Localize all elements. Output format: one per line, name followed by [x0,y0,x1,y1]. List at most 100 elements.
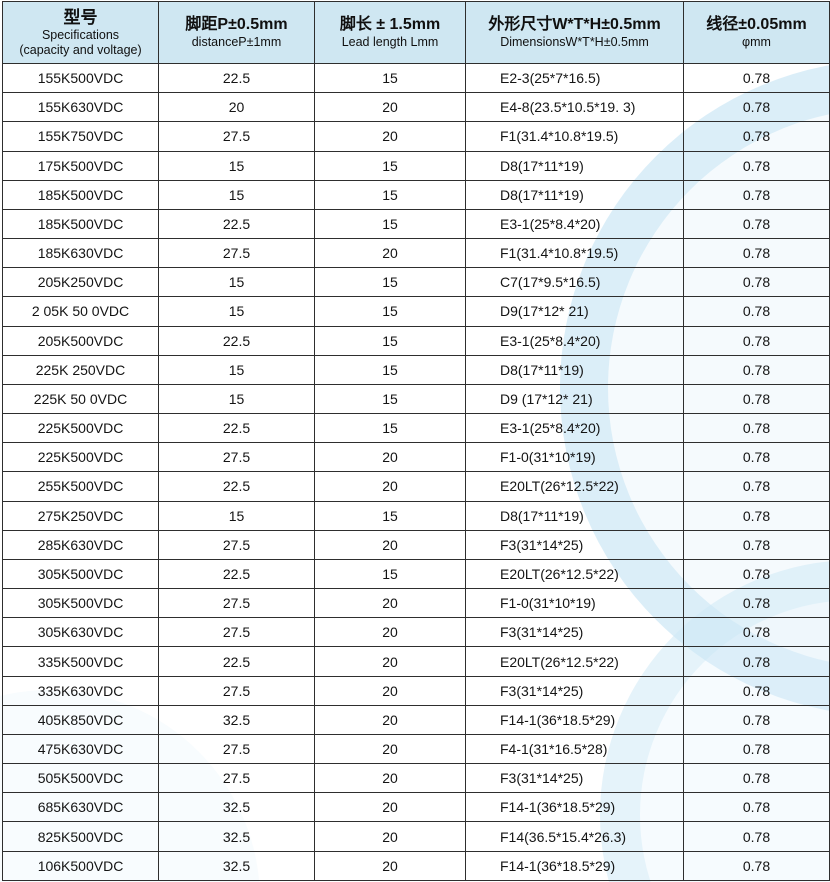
header-specifications: 型号 Specifications (capacity and voltage) [2,1,159,64]
table-row: 155K750VDC 27.5 20 F1(31.4*10.8*19.5) 0.… [2,121,830,152]
lead-length-cell: 15 [314,267,466,298]
wire-diameter-cell: 0.78 [683,617,830,648]
wire-diameter-cell: 0.78 [683,850,830,882]
distance-cell: 22.5 [158,62,315,94]
distance-cell: 32.5 [158,704,315,735]
spec-cell: 155K750VDC [2,121,159,152]
table-row: 825K500VDC 32.5 20 F14(36.5*15.4*26.3) 0… [2,821,830,852]
distance-cell: 32.5 [158,821,315,852]
wire-diameter-cell: 0.78 [683,646,830,677]
spec-cell: 155K500VDC [2,62,159,94]
lead-length-cell: 15 [314,413,466,444]
lead-length-cell: 15 [314,325,466,356]
header-wire-diameter-zh: 线径±0.05mm [706,16,807,33]
table-row: 475K630VDC 27.5 20 F4-1(31*16.5*28) 0.78 [2,733,830,765]
wire-diameter-cell: 0.78 [683,121,830,152]
dimensions-cell: D8(17*11*19) [465,179,684,210]
lead-length-cell: 20 [314,471,466,502]
spec-cell: 225K500VDC [2,442,159,473]
table-row: 175K500VDC 15 15 D8(17*11*19) 0.78 [2,150,830,181]
wire-diameter-cell: 0.78 [683,267,830,298]
header-dimensions-zh: 外形尺寸W*T*H±0.5mm [488,16,661,33]
table-row: 225K500VDC 27.5 20 F1-0(31*10*19) 0.78 [2,442,830,473]
table-row: 225K500VDC 22.5 15 E3-1(25*8.4*20) 0.78 [2,413,830,444]
spec-cell: 185K630VDC [2,238,159,269]
distance-cell: 20 [158,92,315,123]
lead-length-cell: 20 [314,529,466,560]
dimensions-cell: D8(17*11*19) [465,150,684,181]
lead-length-cell: 15 [314,179,466,210]
dimensions-cell: E3-1(25*8.4*20) [465,325,684,356]
wire-diameter-cell: 0.78 [683,354,830,385]
table-row: 305K500VDC 22.5 15 E20LT(26*12.5*22) 0.7… [2,558,830,590]
lead-length-cell: 20 [314,704,466,735]
distance-cell: 32.5 [158,850,315,882]
header-specifications-en: Specifications [41,27,120,42]
wire-diameter-cell: 0.78 [683,325,830,356]
table-row: 685K630VDC 32.5 20 F14-1(36*18.5*29) 0.7… [2,792,830,823]
lead-length-cell: 20 [314,646,466,677]
spec-cell: 305K500VDC [2,558,159,590]
wire-diameter-cell: 0.78 [683,558,830,590]
wire-diameter-cell: 0.78 [683,413,830,444]
spec-cell: 285K630VDC [2,529,159,560]
spec-cell: 505K500VDC [2,763,159,794]
lead-length-cell: 15 [314,354,466,385]
dimensions-cell: D8(17*11*19) [465,354,684,385]
dimensions-cell: F3(31*14*25) [465,617,684,648]
lead-length-cell: 15 [314,383,466,415]
wire-diameter-cell: 0.78 [683,208,830,240]
lead-length-cell: 15 [314,296,466,327]
table-row: 285K630VDC 27.5 20 F3(31*14*25) 0.78 [2,529,830,560]
lead-length-cell: 20 [314,675,466,706]
table-row: 155K630VDC 20 20 E4-8(23.5*10.5*19. 3) 0… [2,92,830,123]
lead-length-cell: 20 [314,821,466,852]
spec-cell: 225K500VDC [2,413,159,444]
table-body: 155K500VDC 22.5 15 E2-3(25*7*16.5) 0.78 … [2,62,830,882]
distance-cell: 27.5 [158,763,315,794]
table-row: 155K500VDC 22.5 15 E2-3(25*7*16.5) 0.78 [2,62,830,94]
distance-cell: 27.5 [158,529,315,560]
dimensions-cell: E3-1(25*8.4*20) [465,208,684,240]
dimensions-cell: F1(31.4*10.8*19.5) [465,121,684,152]
spec-cell: 106K500VDC [2,850,159,882]
lead-length-cell: 15 [314,558,466,590]
dimensions-cell: F1(31.4*10.8*19.5) [465,238,684,269]
lead-length-cell: 20 [314,442,466,473]
header-lead-length: 脚长 ± 1.5mm Lead length Lmm [314,1,466,64]
dimensions-cell: F1-0(31*10*19) [465,442,684,473]
header-lead-length-en: Lead length Lmm [341,35,439,49]
wire-diameter-cell: 0.78 [683,763,830,794]
spec-cell: 685K630VDC [2,792,159,823]
distance-cell: 27.5 [158,442,315,473]
wire-diameter-cell: 0.78 [683,733,830,765]
dimensions-cell: D9 (17*12* 21) [465,383,684,415]
header-dimensions: 外形尺寸W*T*H±0.5mm DimensionsW*T*H±0.5mm [465,1,684,64]
table-row: 505K500VDC 27.5 20 F3(31*14*25) 0.78 [2,763,830,794]
table-row: 305K630VDC 27.5 20 F3(31*14*25) 0.78 [2,617,830,648]
lead-length-cell: 15 [314,62,466,94]
table-row: 2 05K 50 0VDC 15 15 D9(17*12* 21) 0.78 [2,296,830,327]
dimensions-cell: D8(17*11*19) [465,500,684,531]
header-specifications-zh: 型号 [63,7,98,27]
spec-cell: 475K630VDC [2,733,159,765]
wire-diameter-cell: 0.78 [683,821,830,852]
wire-diameter-cell: 0.78 [683,296,830,327]
spec-cell: 155K630VDC [2,92,159,123]
spec-cell: 225K 250VDC [2,354,159,385]
spec-cell: 185K500VDC [2,179,159,210]
wire-diameter-cell: 0.78 [683,383,830,415]
dimensions-cell: F14-1(36*18.5*29) [465,792,684,823]
distance-cell: 27.5 [158,238,315,269]
distance-cell: 27.5 [158,588,315,619]
distance-cell: 22.5 [158,413,315,444]
dimensions-cell: E4-8(23.5*10.5*19. 3) [465,92,684,123]
dimensions-cell: F14-1(36*18.5*29) [465,850,684,882]
lead-length-cell: 20 [314,763,466,794]
table-row: 305K500VDC 27.5 20 F1-0(31*10*19) 0.78 [2,588,830,619]
spec-cell: 335K500VDC [2,646,159,677]
table-row: 335K500VDC 22.5 20 E20LT(26*12.5*22) 0.7… [2,646,830,677]
spec-cell: 305K500VDC [2,588,159,619]
dimensions-cell: D9(17*12* 21) [465,296,684,327]
